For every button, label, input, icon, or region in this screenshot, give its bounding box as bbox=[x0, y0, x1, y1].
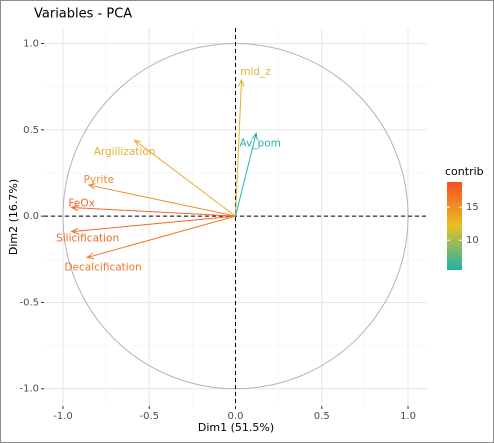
variable-label: Argillization bbox=[94, 146, 156, 158]
variable-arrow bbox=[235, 78, 245, 217]
variable-label: Pyrite bbox=[84, 174, 114, 186]
colorbar-tick-label: 10 bbox=[466, 235, 479, 246]
variable-arrow bbox=[235, 132, 258, 217]
x-axis-label: Dim1 (51.5%) bbox=[198, 421, 274, 434]
variable-label: Silicification bbox=[56, 233, 119, 245]
x-tick-label: -0.5 bbox=[139, 411, 159, 422]
y-tick-label: 0.5 bbox=[23, 125, 39, 136]
variable-arrow bbox=[133, 139, 236, 217]
x-tick-label: 1.0 bbox=[400, 411, 416, 422]
y-tick-label: -0.5 bbox=[19, 297, 39, 308]
colorbar bbox=[447, 182, 462, 270]
x-tick-label: -1.0 bbox=[53, 411, 73, 422]
colorbar-tick-label: 15 bbox=[466, 202, 479, 213]
variable-arrow bbox=[85, 215, 236, 259]
variable-arrow bbox=[87, 183, 236, 217]
variable-arrow bbox=[70, 215, 236, 235]
variable-label: Decalcification bbox=[64, 262, 141, 274]
y-axis-label: Dim2 (16.7%) bbox=[7, 179, 20, 255]
y-tick-label: 0.0 bbox=[23, 211, 39, 222]
legend-title: contrib bbox=[445, 165, 484, 178]
y-tick-label: -1.0 bbox=[19, 384, 39, 395]
x-tick-label: 0.0 bbox=[228, 411, 244, 422]
chart-title: Variables - PCA bbox=[34, 7, 132, 22]
variable-label: Av_pom bbox=[240, 137, 281, 149]
variable-arrow bbox=[70, 204, 236, 217]
x-tick-label: 0.5 bbox=[314, 411, 330, 422]
variable-label: mid_z bbox=[240, 66, 271, 78]
variable-label: FeOx bbox=[68, 198, 94, 210]
y-tick-label: 1.0 bbox=[23, 39, 39, 50]
